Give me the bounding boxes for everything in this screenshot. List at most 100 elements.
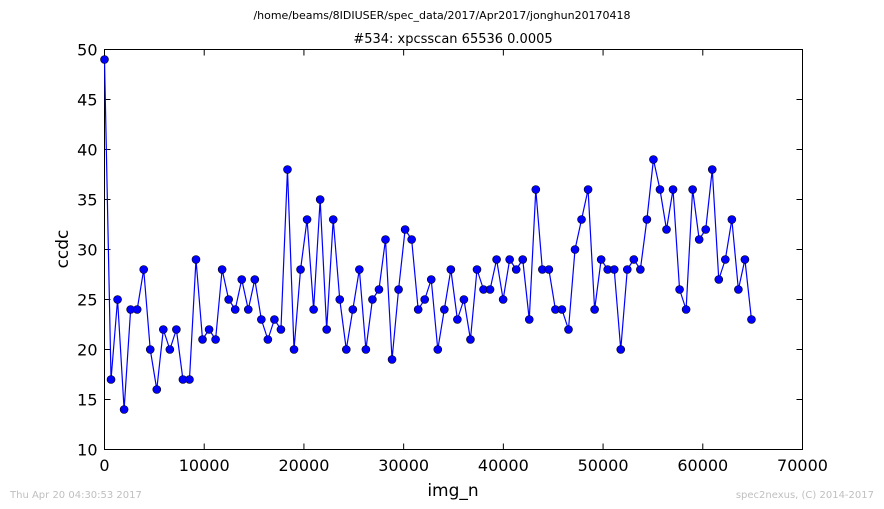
data-point: [564, 325, 573, 334]
x-axis-label: img_n: [427, 481, 478, 501]
x-tick-label: 10000: [179, 456, 230, 475]
data-point: [250, 275, 260, 284]
data-point: [636, 265, 645, 274]
y-tick-label: 45: [77, 91, 97, 110]
y-tick-label: 50: [77, 41, 97, 60]
plot-area-frame: [104, 49, 803, 450]
data-point: [707, 165, 717, 174]
data-point: [328, 215, 338, 224]
data-point: [583, 185, 593, 194]
x-axis-ticks: 0 10000 20000 30000 40000 50000 60000 70000: [99, 49, 828, 475]
data-point: [426, 275, 436, 284]
data-point: [283, 165, 292, 174]
data-point: [289, 345, 299, 354]
data-point: [492, 255, 501, 264]
data-point: [524, 315, 534, 324]
data-point: [348, 305, 358, 314]
data-point: [322, 325, 331, 334]
data-point: [662, 225, 671, 234]
data-point: [629, 255, 639, 264]
data-point: [701, 225, 711, 234]
data-point: [341, 345, 351, 354]
data-point: [243, 305, 253, 314]
data-point: [302, 215, 312, 224]
data-point: [361, 345, 371, 354]
data-point: [394, 285, 403, 294]
footer-timestamp: Thu Apr 20 04:30:53 2017: [9, 490, 142, 501]
data-point: [557, 305, 567, 314]
data-point: [355, 265, 364, 274]
data-point: [263, 335, 273, 344]
data-point: [224, 295, 233, 304]
data-point: [172, 325, 181, 334]
data-point: [230, 305, 240, 314]
data-point: [374, 285, 384, 294]
x-tick-label: 30000: [378, 456, 429, 475]
data-point: [616, 345, 626, 354]
data-point: [596, 255, 606, 264]
data-point: [577, 215, 586, 224]
data-point: [505, 255, 514, 264]
data-point: [217, 265, 227, 274]
data-point: [668, 185, 678, 194]
data-point: [688, 185, 697, 194]
chart-title: #534: xpcsscan 65536 0.0005: [353, 32, 552, 47]
data-point: [381, 235, 390, 244]
data-point: [518, 255, 528, 264]
data-point: [400, 225, 410, 234]
data-point: [453, 315, 462, 324]
data-point: [407, 235, 416, 244]
data-point: [590, 305, 599, 314]
data-point: [485, 285, 495, 294]
data-point: [387, 355, 397, 364]
y-tick-label: 10: [77, 441, 97, 460]
data-point: [257, 315, 266, 324]
data-point: [211, 335, 220, 344]
data-point: [276, 325, 286, 334]
data-point: [368, 295, 377, 304]
data-point: [159, 325, 168, 334]
data-point: [204, 325, 214, 334]
data-point: [420, 295, 430, 304]
x-tick-label: 0: [99, 456, 109, 475]
y-tick-label: 35: [77, 191, 97, 210]
data-point: [440, 305, 449, 314]
data-point: [694, 235, 704, 244]
x-tick-label: 50000: [578, 456, 629, 475]
series-markers: [100, 55, 756, 414]
y-tick-label: 40: [77, 141, 97, 160]
data-point: [119, 405, 129, 414]
y-tick-label: 20: [77, 341, 97, 360]
data-point: [132, 305, 142, 314]
data-point: [675, 285, 684, 294]
data-point: [649, 155, 658, 164]
data-point: [237, 275, 247, 284]
x-tick-label: 40000: [478, 456, 529, 475]
data-point: [655, 185, 665, 194]
data-point: [544, 265, 554, 274]
data-point: [681, 305, 691, 314]
data-point: [185, 375, 194, 384]
data-point: [315, 195, 325, 204]
data-point: [472, 265, 482, 274]
data-point: [113, 295, 122, 304]
data-point: [413, 305, 423, 314]
data-point: [145, 345, 155, 354]
data-point: [714, 275, 724, 284]
data-series: [100, 55, 756, 414]
x-tick-label: 60000: [677, 456, 728, 475]
data-point: [734, 285, 743, 294]
file-path-suptitle: /home/beams/8IDIUSER/spec_data/2017/Apr2…: [253, 9, 630, 22]
data-point: [511, 265, 521, 274]
data-point: [622, 265, 632, 274]
data-point: [466, 335, 475, 344]
data-point: [165, 345, 175, 354]
data-point: [459, 295, 469, 304]
x-tick-label: 20000: [278, 456, 329, 475]
data-point: [100, 55, 109, 64]
y-axis-label: ccdc: [53, 230, 73, 269]
data-point: [740, 255, 750, 264]
data-point: [152, 385, 162, 394]
y-tick-label: 25: [77, 291, 97, 310]
